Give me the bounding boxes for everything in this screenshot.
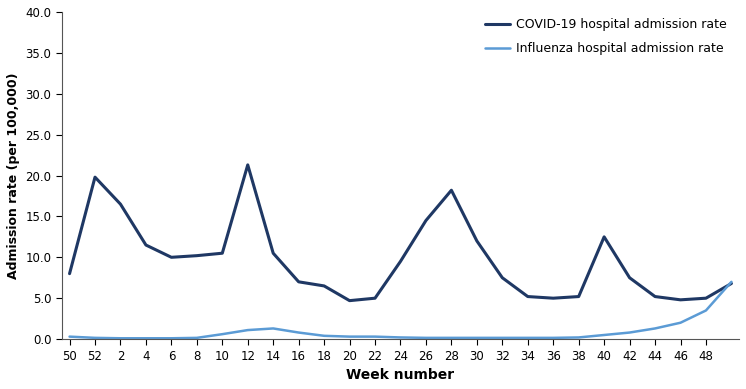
Influenza hospital admission rate — [243, 328, 252, 333]
Influenza hospital admission rate — [294, 330, 303, 335]
Influenza hospital admission rate — [523, 336, 532, 340]
COVID-19 hospital admission rate — [345, 298, 354, 303]
Influenza hospital admission rate — [65, 334, 74, 339]
Influenza hospital admission rate — [345, 334, 354, 339]
Influenza hospital admission rate — [701, 308, 710, 313]
Influenza hospital admission rate — [651, 326, 659, 331]
Influenza hospital admission rate — [498, 336, 507, 340]
COVID-19 hospital admission rate — [396, 259, 405, 264]
Influenza hospital admission rate — [218, 332, 227, 336]
Influenza hospital admission rate — [421, 336, 430, 340]
COVID-19 hospital admission rate — [600, 235, 609, 239]
Influenza hospital admission rate — [574, 335, 583, 340]
COVID-19 hospital admission rate — [701, 296, 710, 301]
Legend: COVID-19 hospital admission rate, Influenza hospital admission rate: COVID-19 hospital admission rate, Influe… — [478, 12, 733, 61]
COVID-19 hospital admission rate — [269, 251, 278, 256]
Line: COVID-19 hospital admission rate: COVID-19 hospital admission rate — [69, 165, 731, 301]
Influenza hospital admission rate — [447, 336, 456, 340]
COVID-19 hospital admission rate — [319, 284, 328, 288]
COVID-19 hospital admission rate — [651, 294, 659, 299]
COVID-19 hospital admission rate — [523, 294, 532, 299]
Influenza hospital admission rate — [116, 336, 125, 341]
Influenza hospital admission rate — [319, 333, 328, 338]
COVID-19 hospital admission rate — [218, 251, 227, 256]
X-axis label: Week number: Week number — [346, 368, 454, 382]
Influenza hospital admission rate — [396, 335, 405, 340]
COVID-19 hospital admission rate — [167, 255, 176, 259]
COVID-19 hospital admission rate — [116, 202, 125, 207]
Influenza hospital admission rate — [727, 280, 736, 284]
Influenza hospital admission rate — [676, 321, 685, 325]
Influenza hospital admission rate — [269, 326, 278, 331]
Influenza hospital admission rate — [192, 336, 201, 340]
COVID-19 hospital admission rate — [192, 253, 201, 258]
Influenza hospital admission rate — [625, 330, 634, 335]
Influenza hospital admission rate — [90, 336, 99, 340]
Influenza hospital admission rate — [549, 336, 558, 340]
Influenza hospital admission rate — [167, 336, 176, 341]
COVID-19 hospital admission rate — [447, 188, 456, 193]
COVID-19 hospital admission rate — [625, 275, 634, 280]
COVID-19 hospital admission rate — [142, 243, 151, 247]
COVID-19 hospital admission rate — [498, 275, 507, 280]
Influenza hospital admission rate — [142, 336, 151, 341]
COVID-19 hospital admission rate — [574, 294, 583, 299]
COVID-19 hospital admission rate — [243, 163, 252, 167]
COVID-19 hospital admission rate — [676, 298, 685, 302]
Influenza hospital admission rate — [472, 336, 481, 340]
Line: Influenza hospital admission rate: Influenza hospital admission rate — [69, 282, 731, 338]
COVID-19 hospital admission rate — [371, 296, 380, 301]
COVID-19 hospital admission rate — [90, 175, 99, 179]
COVID-19 hospital admission rate — [294, 280, 303, 284]
Y-axis label: Admission rate (per 100,000): Admission rate (per 100,000) — [7, 72, 20, 279]
COVID-19 hospital admission rate — [549, 296, 558, 301]
COVID-19 hospital admission rate — [421, 218, 430, 223]
Influenza hospital admission rate — [600, 333, 609, 337]
COVID-19 hospital admission rate — [472, 238, 481, 243]
COVID-19 hospital admission rate — [65, 271, 74, 276]
COVID-19 hospital admission rate — [727, 281, 736, 286]
Influenza hospital admission rate — [371, 334, 380, 339]
